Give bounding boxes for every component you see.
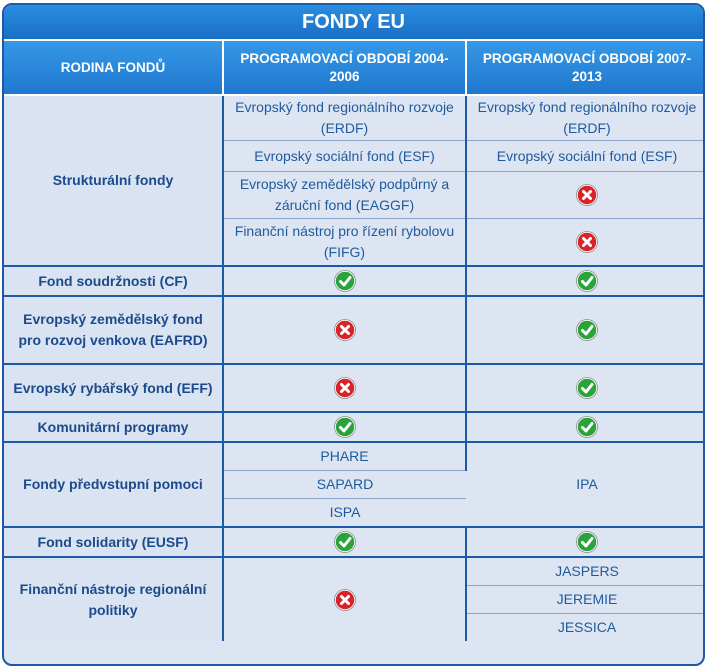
cell-ipa: IPA <box>466 442 703 528</box>
cell-eafrd-p2 <box>466 296 703 365</box>
family-preaccession: Fondy předvstupní pomoci <box>4 442 224 528</box>
cell-jessica: JESSICA <box>557 619 617 635</box>
cell-ispa: ISPA <box>223 498 466 528</box>
cross-icon <box>333 588 356 611</box>
check-icon <box>576 416 598 439</box>
funds-table: RODINA FONDŮ PROGRAMOVACÍ OBDOBÍ 2004-20… <box>4 41 703 642</box>
table-row: Fond soudržnosti (CF) <box>4 266 703 297</box>
cell-cf-p1 <box>223 266 467 297</box>
table-row: Finanční nástroj pro řízení rybolovu (FI… <box>4 218 703 267</box>
cross-icon <box>576 231 598 254</box>
cell-community-p2 <box>466 412 703 443</box>
cell-erdf-p2: Evropský fond regionálního rozvoje (ERDF… <box>466 95 703 141</box>
header-period-2007-2013: PROGRAMOVACÍ OBDOBÍ 2007-2013 <box>466 41 703 96</box>
check-icon <box>576 531 598 554</box>
table-title: FONDY EU <box>4 5 703 41</box>
family-eff: Evropský rybářský fond (EFF) <box>4 364 224 413</box>
cell-jeremie: JEREMIE <box>466 585 703 614</box>
cell-eafrd-p1 <box>223 296 467 365</box>
family-solidarity: Fond solidarity (EUSF) <box>4 527 224 558</box>
check-icon <box>576 319 598 342</box>
table-row: Fondy předvstupní pomoci PHARE IPA <box>4 442 703 528</box>
table-row: Evropský zemědělský podpůrný a záruční f… <box>4 171 703 219</box>
family-cohesion: Fond soudržnosti (CF) <box>4 266 224 297</box>
family-eafrd: Evropský zemědělský fond pro rozvoj venk… <box>4 296 224 365</box>
cell-eaggf-p2 <box>466 171 703 219</box>
cell-esf-p2: Evropský sociální fond (ESF) <box>466 140 703 172</box>
cell-eusf-p1 <box>223 527 467 558</box>
cell-phare: PHARE <box>223 442 467 471</box>
table-row: ISPA <box>4 498 703 528</box>
cell-fifg-p1: Finanční nástroj pro řízení rybolovu (FI… <box>223 218 467 267</box>
cell-regional-p1 <box>223 557 467 641</box>
table-row: JEREMIE <box>4 585 703 614</box>
cell-community-p1 <box>223 412 467 443</box>
header-row: RODINA FONDŮ PROGRAMOVACÍ OBDOBÍ 2004-20… <box>4 41 703 96</box>
cell-erdf-p1: Evropský fond regionálního rozvoje (ERDF… <box>223 95 467 141</box>
check-icon <box>333 416 356 439</box>
table-row: JESSICA <box>4 614 703 642</box>
table-row: Finanční nástroje regionální politiky JA… <box>4 557 703 641</box>
table-row: Evropský rybářský fond (EFF) <box>4 364 703 413</box>
family-community: Komunitární programy <box>4 412 224 443</box>
cross-icon <box>333 377 356 400</box>
cell-jaspers: JASPERS <box>466 557 703 586</box>
check-icon <box>576 377 598 400</box>
check-icon <box>333 270 356 293</box>
table-row: Fond solidarity (EUSF) <box>4 527 703 558</box>
cell-esf-p1: Evropský sociální fond (ESF) <box>223 140 467 172</box>
cross-icon <box>333 319 356 342</box>
cell-eaggf-p1: Evropský zemědělský podpůrný a záruční f… <box>223 171 467 219</box>
table-row: Komunitární programy <box>4 412 703 443</box>
cell-eusf-p2 <box>466 527 703 558</box>
cell-cf-p2 <box>466 266 703 297</box>
family-structural: Strukturální fondy <box>4 95 224 267</box>
table-row: Evropský sociální fond (ESF) Evropský so… <box>4 140 703 172</box>
check-icon <box>576 270 598 293</box>
funds-table-frame: FONDY EU RODINA FONDŮ PROGRAMOVACÍ OBDOB… <box>2 3 705 666</box>
family-regional: Finanční nástroje regionální politiky <box>4 557 224 641</box>
table-row: Evropský zemědělský fond pro rozvoj venk… <box>4 296 703 365</box>
cell-eff-p1 <box>223 364 467 413</box>
header-period-2004-2006: PROGRAMOVACÍ OBDOBÍ 2004-2006 <box>223 41 467 96</box>
cell-sapard: SAPARD <box>223 470 466 499</box>
cell-eff-p2 <box>466 364 703 413</box>
table-row: SAPARD <box>4 470 703 499</box>
table-row: Strukturální fondy Evropský fond regioná… <box>4 95 703 267</box>
cross-icon <box>576 184 598 207</box>
cell-fifg-p2 <box>466 218 703 267</box>
check-icon <box>333 531 356 554</box>
header-family: RODINA FONDŮ <box>4 41 224 96</box>
